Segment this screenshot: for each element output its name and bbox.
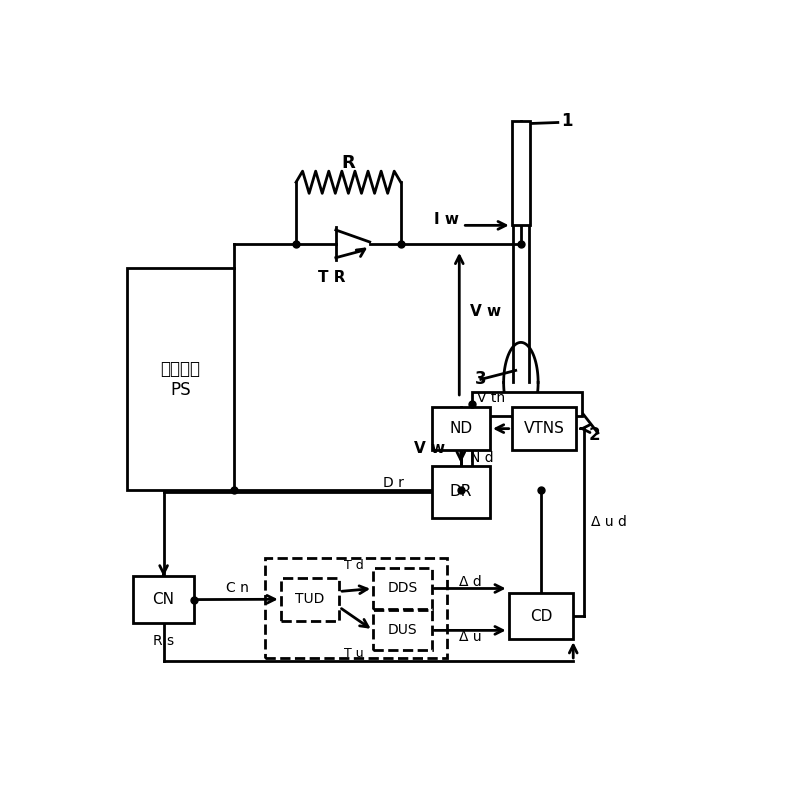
Text: R: R xyxy=(342,154,355,171)
Text: 焊接电源
PS: 焊接电源 PS xyxy=(161,360,201,398)
Text: N d: N d xyxy=(470,451,494,465)
Text: Δ u d: Δ u d xyxy=(591,515,627,530)
Text: ND: ND xyxy=(450,421,472,436)
Text: 2: 2 xyxy=(589,426,600,444)
Bar xyxy=(512,121,530,226)
Text: T d: T d xyxy=(344,559,364,572)
Bar xyxy=(373,569,431,609)
Text: DDS: DDS xyxy=(387,582,418,595)
Text: Δ d: Δ d xyxy=(458,575,482,590)
Text: D r: D r xyxy=(383,475,404,490)
Text: TUD: TUD xyxy=(295,592,325,606)
Text: C n: C n xyxy=(226,581,249,595)
Bar xyxy=(373,610,431,650)
Bar xyxy=(509,593,574,639)
Text: I w: I w xyxy=(434,212,459,226)
Text: R s: R s xyxy=(153,634,174,648)
Text: 3: 3 xyxy=(474,370,486,388)
Bar xyxy=(281,578,339,621)
Text: T R: T R xyxy=(318,270,345,286)
Bar xyxy=(266,558,447,658)
Text: V w: V w xyxy=(414,441,446,456)
Bar xyxy=(133,577,194,622)
Text: VTNS: VTNS xyxy=(523,421,565,436)
Text: DUS: DUS xyxy=(387,623,417,638)
Text: DR: DR xyxy=(450,484,472,499)
Bar xyxy=(512,407,576,450)
Bar xyxy=(431,466,490,518)
Text: T u: T u xyxy=(344,647,364,660)
Bar xyxy=(472,392,582,416)
Bar xyxy=(431,407,490,450)
Text: CD: CD xyxy=(530,609,552,624)
Text: V w: V w xyxy=(470,304,502,319)
Bar xyxy=(126,269,234,490)
Text: 1: 1 xyxy=(561,112,573,130)
Text: V tn: V tn xyxy=(478,391,506,405)
Text: Δ u: Δ u xyxy=(458,630,482,643)
Text: CN: CN xyxy=(153,592,174,607)
